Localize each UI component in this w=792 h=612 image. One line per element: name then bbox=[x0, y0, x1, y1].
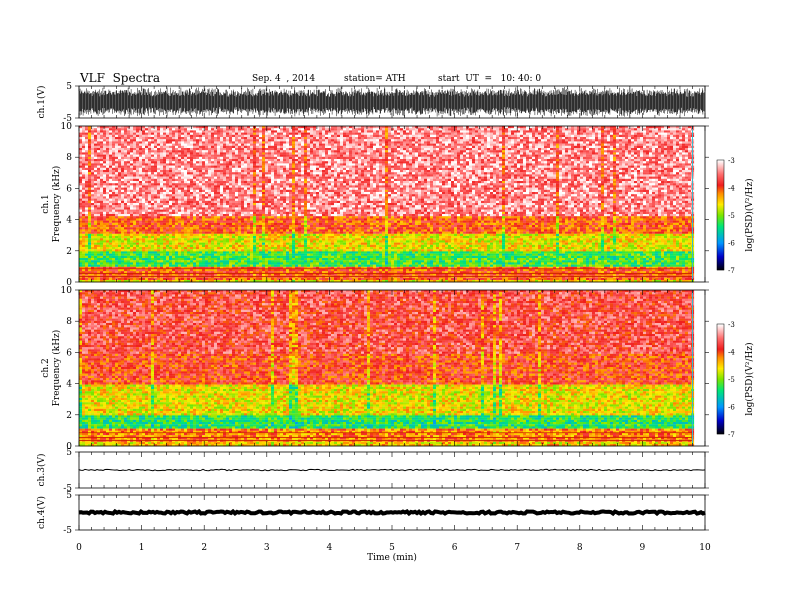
colorbar-tick-label: -7 bbox=[728, 431, 735, 439]
ch1-spectrogram-colorbar bbox=[717, 160, 724, 270]
colorbar-tick-label: -4 bbox=[728, 185, 735, 193]
y-tick-label: 8 bbox=[66, 153, 72, 163]
y-tick-label: -5 bbox=[63, 526, 72, 536]
x-tick-label: 8 bbox=[577, 543, 583, 553]
ch2-spectrogram-channel-label: ch.2 bbox=[41, 358, 51, 377]
x-tick-label: 6 bbox=[452, 543, 458, 553]
y-tick-label: 2 bbox=[66, 411, 72, 421]
colorbar-tick-label: -5 bbox=[728, 376, 735, 384]
waveform-trace bbox=[79, 469, 705, 470]
x-tick-label: 2 bbox=[201, 543, 207, 553]
waveform-trace bbox=[79, 511, 705, 513]
ch1-spectrogram-colorbar-label: log(PSD)(V²/Hz) bbox=[744, 178, 755, 251]
x-tick-label: 3 bbox=[264, 543, 270, 553]
ch2-spectrogram-ylabel: Frequency (kHz) bbox=[51, 330, 62, 407]
colorbar-tick-label: -5 bbox=[728, 212, 735, 220]
x-tick-label: 0 bbox=[76, 543, 82, 553]
y-tick-label: 8 bbox=[66, 317, 72, 327]
ch4-waveform bbox=[75, 495, 709, 530]
colorbar-tick-label: -6 bbox=[728, 404, 735, 412]
x-tick-label: 9 bbox=[640, 543, 646, 553]
y-tick-label: 5 bbox=[66, 82, 72, 92]
waveform-trace bbox=[80, 87, 705, 117]
y-tick-label: 10 bbox=[61, 286, 73, 296]
ch2-spectrogram-colorbar-label: log(PSD)(V²/Hz) bbox=[744, 342, 755, 415]
colorbar-tick-label: -3 bbox=[728, 321, 735, 329]
ch1-waveform-ylabel: ch.1(V) bbox=[36, 86, 47, 119]
vlf-spectra-figure: -55ch.1(V)0246810ch.1 Frequency (kHz)-3-4… bbox=[0, 0, 792, 612]
x-tick-label: 4 bbox=[327, 543, 333, 553]
y-tick-label: 6 bbox=[66, 348, 72, 358]
y-tick-label: 5 bbox=[66, 448, 72, 458]
ch3-waveform bbox=[75, 452, 709, 488]
y-tick-label: 6 bbox=[66, 184, 72, 194]
colorbar-tick-label: -7 bbox=[728, 267, 735, 275]
colorbar-tick-label: -4 bbox=[728, 349, 735, 357]
x-tick-label: 1 bbox=[139, 543, 145, 553]
colorbar-tick-label: -6 bbox=[728, 240, 735, 248]
ch2-spectrogram bbox=[75, 290, 709, 446]
y-tick-label: 5 bbox=[66, 491, 72, 501]
x-axis-label: Time (min) bbox=[367, 552, 417, 563]
colorbar-tick-label: -3 bbox=[728, 157, 735, 165]
y-tick-label: 2 bbox=[66, 247, 72, 257]
y-tick-label: 10 bbox=[61, 122, 73, 132]
x-tick-label: 10 bbox=[699, 543, 711, 553]
y-tick-label: 4 bbox=[66, 216, 72, 226]
x-tick-label: 5 bbox=[389, 543, 395, 553]
x-tick-label: 7 bbox=[514, 543, 520, 553]
ch1-spectrogram-ylabel: Frequency (kHz) bbox=[51, 166, 62, 243]
ch1-spectrogram bbox=[75, 126, 709, 282]
ch3-waveform-ylabel: ch.3(V) bbox=[36, 454, 47, 487]
ch1-spectrogram-channel-label: ch.1 bbox=[41, 194, 51, 213]
y-tick-label: 4 bbox=[66, 380, 72, 390]
ch4-waveform-ylabel: ch.4(V) bbox=[36, 496, 47, 529]
ch2-spectrogram-colorbar bbox=[717, 324, 724, 434]
